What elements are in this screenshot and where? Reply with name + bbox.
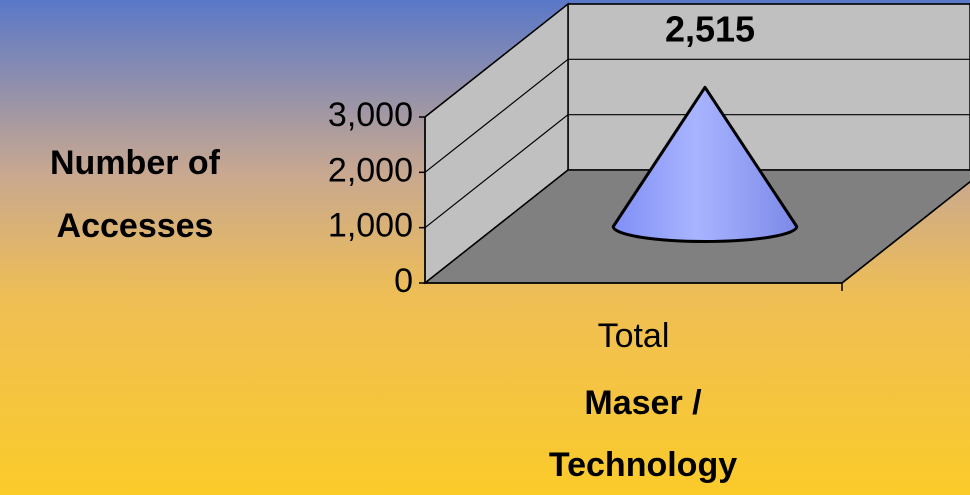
grid-line	[424, 114, 569, 229]
x-tick-label: Total	[598, 317, 670, 355]
back-wall	[567, 3, 970, 171]
floor-edge	[841, 181, 970, 284]
grid-line	[424, 3, 569, 118]
x-axis-title: Maser /	[584, 384, 702, 422]
y-tick-label: 2,000	[328, 151, 413, 189]
y-tick-label: 1,000	[328, 207, 413, 245]
y-tick-label: 3,000	[328, 96, 413, 134]
y-axis-title: Number of	[50, 144, 221, 182]
y-tick-label: 0	[394, 262, 413, 300]
grid-line	[424, 58, 569, 173]
marks	[611, 85, 799, 243]
value-label: 2,515	[665, 9, 755, 50]
grid	[424, 3, 970, 284]
x-axis-title: Technology	[549, 446, 737, 484]
cone	[611, 85, 799, 243]
y-axis-title: Accesses	[57, 207, 214, 245]
